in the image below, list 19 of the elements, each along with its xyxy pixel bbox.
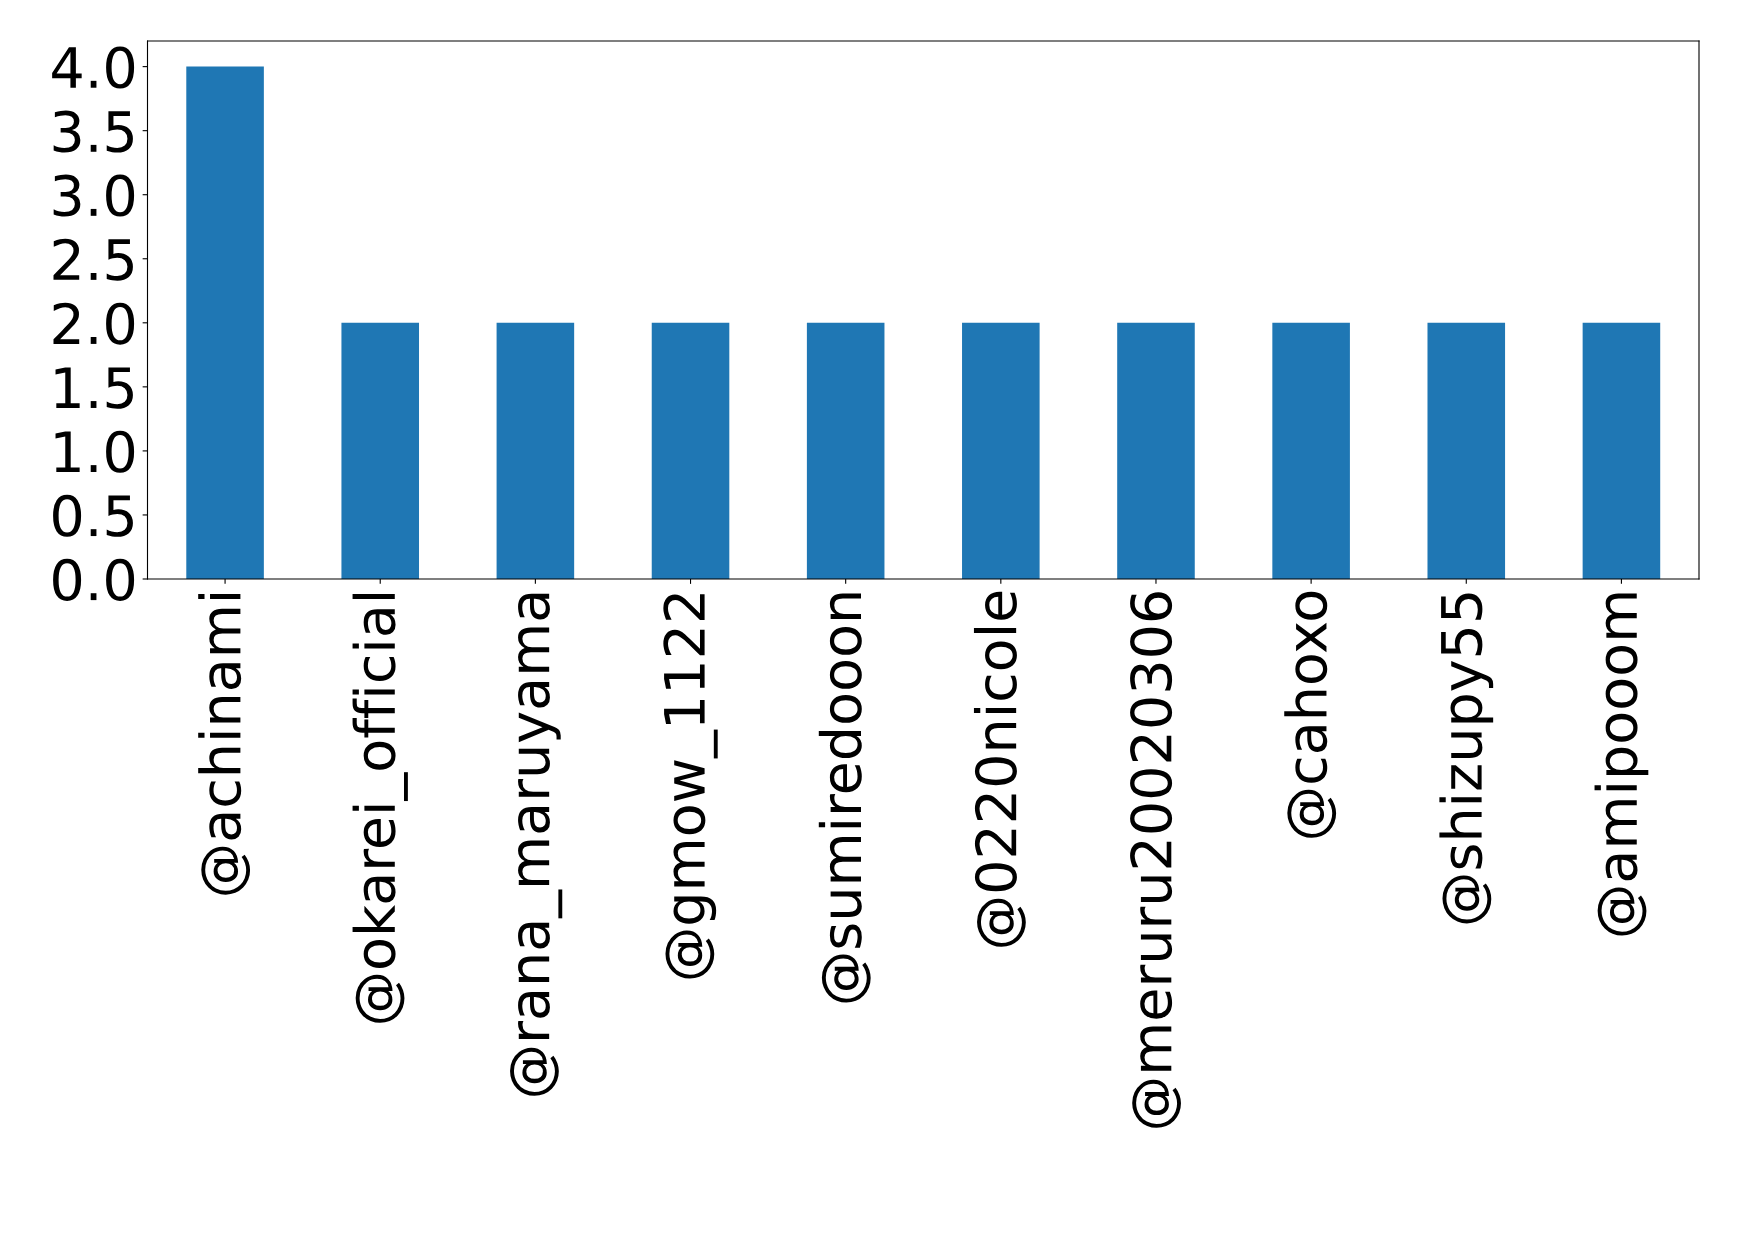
x-tick-label: @0220nicole (973, 591, 1026, 947)
x-tick-label: @meruru20020306 (1130, 592, 1181, 1128)
y-tick-label: 0.0 (53, 558, 135, 601)
y-tick-label: 3.0 (53, 174, 135, 217)
y-tick-label: 2.5 (53, 238, 133, 281)
y-tick-label: 1.5 (55, 367, 133, 409)
x-tick-label: @rana_maruyama (510, 593, 563, 1096)
x-tick-label: @cahoxo (1284, 591, 1337, 838)
y-tick-label: 3.5 (53, 110, 133, 153)
x-tick-label: @gmow_1122 (663, 594, 718, 979)
y-tick-label: 2.0 (53, 302, 135, 345)
x-tick-label: @okarei_official (352, 593, 408, 1023)
y-tick-label: 0.5 (53, 494, 133, 537)
x-tick-label: @shizupy55 (1439, 593, 1494, 924)
y-tick-label: 4.0 (52, 46, 135, 89)
x-tick-label: @achinami (198, 593, 251, 895)
x-tick-label: @sumiredooon (818, 593, 871, 1003)
y-tick-label: 1.0 (55, 430, 135, 473)
x-tick-label: @amipooom (1594, 593, 1649, 936)
